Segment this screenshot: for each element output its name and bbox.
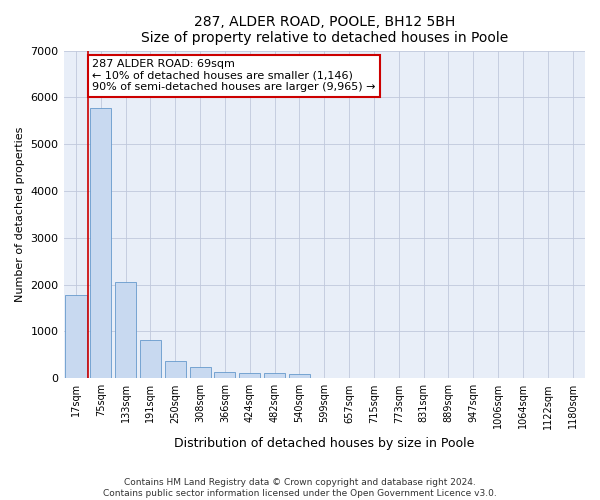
Bar bbox=[214, 372, 235, 378]
Y-axis label: Number of detached properties: Number of detached properties bbox=[15, 126, 25, 302]
Bar bbox=[190, 367, 211, 378]
Bar bbox=[264, 373, 285, 378]
Bar bbox=[65, 295, 86, 378]
Bar bbox=[289, 374, 310, 378]
Bar bbox=[115, 282, 136, 378]
Title: 287, ALDER ROAD, POOLE, BH12 5BH
Size of property relative to detached houses in: 287, ALDER ROAD, POOLE, BH12 5BH Size of… bbox=[140, 15, 508, 45]
Bar bbox=[140, 340, 161, 378]
Bar bbox=[90, 108, 112, 378]
X-axis label: Distribution of detached houses by size in Poole: Distribution of detached houses by size … bbox=[174, 437, 475, 450]
Text: 287 ALDER ROAD: 69sqm
← 10% of detached houses are smaller (1,146)
90% of semi-d: 287 ALDER ROAD: 69sqm ← 10% of detached … bbox=[92, 59, 376, 92]
Bar bbox=[165, 361, 186, 378]
Text: Contains HM Land Registry data © Crown copyright and database right 2024.
Contai: Contains HM Land Registry data © Crown c… bbox=[103, 478, 497, 498]
Bar bbox=[239, 373, 260, 378]
